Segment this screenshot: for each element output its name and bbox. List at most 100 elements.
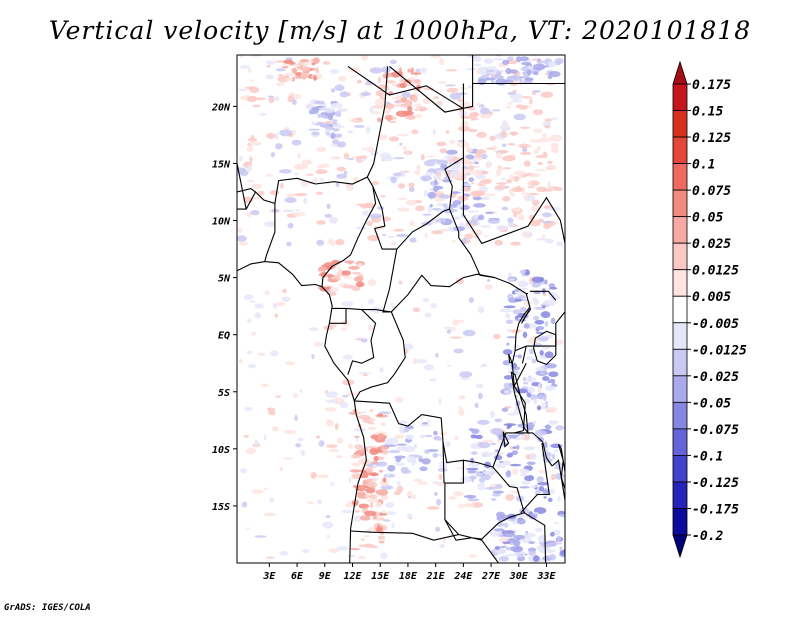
- field-cell: [275, 68, 286, 72]
- field-cell: [485, 69, 496, 73]
- field-cell: [536, 237, 549, 241]
- field-cell: [360, 91, 372, 97]
- field-cell: [512, 89, 517, 93]
- field-cell: [458, 503, 464, 509]
- field-cell: [472, 203, 486, 208]
- field-cell: [407, 68, 412, 73]
- field-cell: [518, 105, 528, 110]
- field-cell: [505, 470, 512, 478]
- field-cell: [550, 147, 560, 154]
- border-line: [366, 66, 389, 178]
- field-cell: [510, 241, 521, 246]
- lat-tick-label: 15S: [212, 502, 230, 513]
- field-cell: [379, 411, 392, 415]
- border-line: [237, 261, 367, 563]
- field-cell: [366, 220, 373, 227]
- field-cell: [241, 501, 248, 508]
- field-cell: [363, 534, 370, 538]
- field-cell: [539, 349, 544, 356]
- field-cell: [475, 434, 483, 440]
- field-cell: [238, 88, 247, 92]
- field-cell: [529, 453, 537, 460]
- colorbar-label: 0.125: [692, 131, 731, 146]
- field-cell: [403, 445, 416, 453]
- field-cell: [281, 296, 291, 302]
- grads-credit: GrADS: IGES/COLA: [4, 603, 91, 613]
- field-cell: [435, 159, 449, 165]
- field-cell: [291, 64, 302, 67]
- field-cell: [376, 433, 385, 440]
- field-cell: [257, 190, 265, 196]
- field-cell: [514, 74, 519, 78]
- field-cell: [492, 493, 501, 497]
- field-cell: [456, 92, 468, 96]
- field-cell: [355, 487, 367, 492]
- field-cell: [511, 450, 519, 456]
- field-cell: [481, 451, 493, 458]
- field-cell: [394, 100, 401, 103]
- border-line: [321, 186, 377, 287]
- field-cell: [264, 290, 270, 296]
- field-cell: [457, 98, 463, 103]
- lat-tick-label: 10N: [212, 217, 231, 228]
- field-cell: [449, 140, 456, 144]
- colorbar-label: 0.0125: [692, 264, 739, 279]
- field-cell: [431, 230, 443, 235]
- border-line: [444, 519, 471, 541]
- field-cell: [502, 460, 511, 466]
- field-cell: [277, 75, 290, 83]
- field-cell: [446, 329, 452, 334]
- field-cell: [537, 336, 549, 342]
- field-cell: [502, 59, 510, 65]
- field-cell: [384, 104, 394, 109]
- lat-tick-label: 5N: [218, 274, 231, 285]
- field-cell: [519, 151, 532, 156]
- field-cell: [508, 537, 517, 543]
- field-cell: [249, 300, 256, 303]
- field-cell: [260, 383, 270, 387]
- field-cell: [459, 101, 471, 108]
- field-cell: [362, 373, 368, 377]
- field-cell: [525, 356, 533, 360]
- field-cell: [294, 172, 299, 176]
- field-cell: [545, 334, 554, 339]
- field-cell: [311, 120, 315, 126]
- field-cell: [490, 80, 495, 84]
- field-cell: [340, 327, 348, 331]
- field-cell: [385, 511, 397, 515]
- field-cell: [508, 75, 521, 82]
- field-cell: [244, 406, 253, 411]
- field-cell: [537, 481, 549, 486]
- field-cell: [485, 486, 498, 490]
- field-cell: [356, 491, 366, 497]
- field-cell: [322, 60, 331, 65]
- field-cell: [556, 535, 562, 543]
- field-cell: [494, 463, 507, 469]
- lon-tick-label: 18E: [399, 571, 418, 582]
- field-cell: [319, 178, 325, 182]
- lon-tick-label: 30E: [509, 571, 529, 582]
- field-cell: [411, 79, 421, 84]
- field-cell: [549, 134, 563, 142]
- field-cell: [489, 135, 496, 141]
- field-cell: [467, 85, 473, 89]
- field-cell: [550, 142, 559, 149]
- field-cell: [452, 319, 460, 326]
- field-cell: [297, 437, 304, 442]
- field-cell: [263, 512, 276, 517]
- field-cell: [270, 151, 275, 158]
- field-cell: [550, 317, 556, 325]
- field-cell: [459, 371, 473, 378]
- field-cell: [502, 532, 516, 538]
- field-cell: [334, 84, 345, 92]
- field-cell: [509, 174, 516, 181]
- field-cell: [506, 102, 513, 105]
- field-cell: [283, 430, 297, 434]
- field-cell: [282, 209, 295, 213]
- border-line: [329, 308, 347, 324]
- field-cell: [454, 435, 459, 441]
- field-cell: [425, 155, 435, 158]
- field-cell: [507, 91, 517, 95]
- field-cell: [468, 462, 480, 468]
- field-cell: [250, 209, 260, 216]
